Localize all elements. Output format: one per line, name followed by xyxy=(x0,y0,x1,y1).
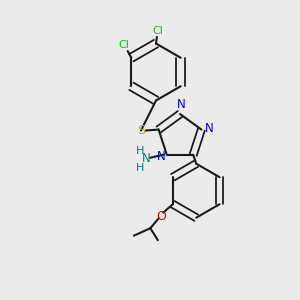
Text: N: N xyxy=(204,122,213,134)
Text: N: N xyxy=(177,98,186,111)
Text: H: H xyxy=(136,146,144,156)
Text: N: N xyxy=(157,150,165,163)
Text: Cl: Cl xyxy=(152,26,163,36)
Text: S: S xyxy=(137,124,145,137)
Text: N: N xyxy=(141,152,150,165)
Text: Cl: Cl xyxy=(118,40,129,50)
Text: H: H xyxy=(136,163,144,173)
Text: O: O xyxy=(156,210,166,223)
